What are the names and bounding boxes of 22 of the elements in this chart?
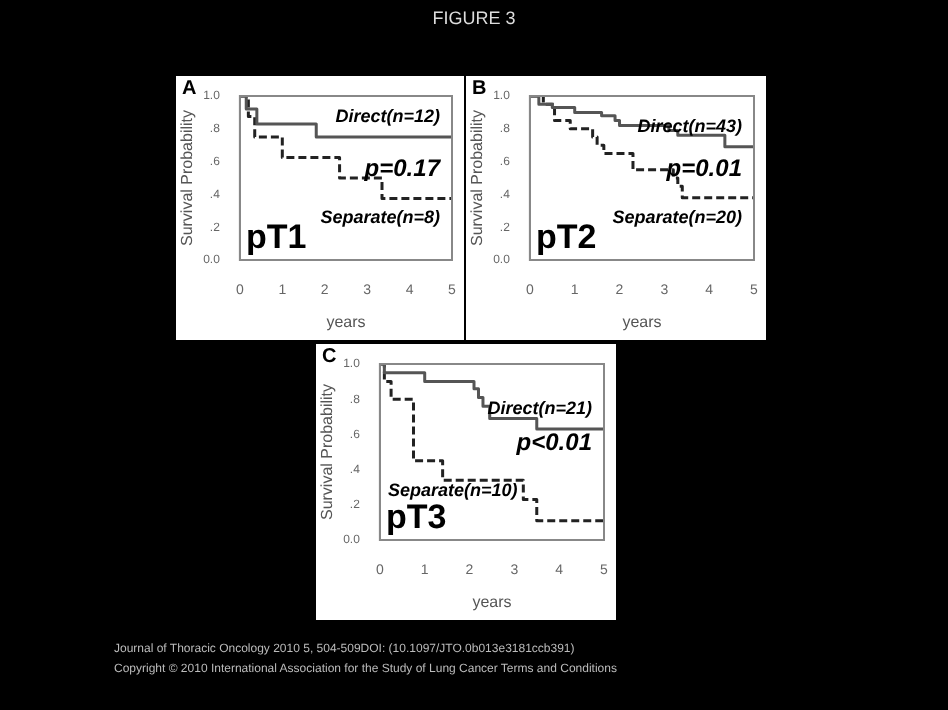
annotation: p=0.17 [362, 154, 443, 183]
chart-title: C [322, 345, 337, 368]
series-label: Separate(n=20) [612, 206, 742, 227]
series-label: Direct(n=12) [335, 105, 440, 126]
series-label: Separate(n=10) [387, 479, 518, 500]
series-label: Direct(n=21) [487, 398, 592, 419]
annotation: p=0.01 [664, 154, 743, 183]
series-label: Separate(n=8) [320, 207, 440, 228]
chart-title: A [182, 77, 197, 100]
annotation: pT3 [385, 498, 447, 537]
x-axis-title: years [472, 592, 512, 611]
chart-title: B [472, 77, 487, 100]
x-axis-title: years [622, 312, 662, 331]
annotation: pT2 [535, 218, 597, 257]
annotation: p<0.01 [514, 427, 593, 456]
text: FIGURE 3 [430, 8, 518, 28]
annotation: pT1 [245, 218, 307, 257]
series-label: Direct(n=43) [637, 115, 742, 136]
y-axis-title: Survival Probability [178, 109, 197, 247]
y-axis-title: Survival Probability [318, 383, 337, 521]
y-axis-title: Survival Probability [468, 109, 487, 247]
x-axis-title: years [326, 312, 366, 331]
